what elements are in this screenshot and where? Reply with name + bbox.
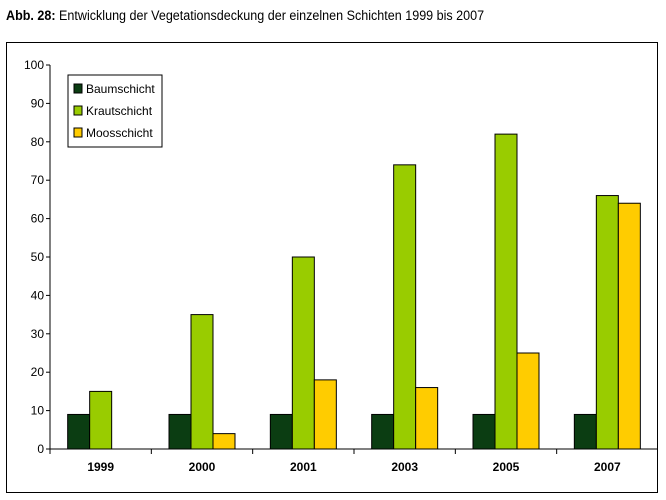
y-axis: 0 10 20 30 40 50 60 70 80 90 100 [24, 58, 51, 456]
y-tick-label: 100 [24, 58, 44, 72]
x-tick-label: 2003 [391, 460, 418, 474]
figure-label: Abb. 28: [6, 8, 56, 23]
bar-baumschicht [67, 413, 91, 450]
bar-baumschicht [371, 413, 395, 450]
bar-krautschicht [393, 164, 417, 450]
bar-baumschicht [573, 413, 597, 450]
y-tick-label: 30 [31, 327, 45, 341]
chart-frame: 0 10 20 30 40 50 60 70 80 90 100 1999 2000 2001 2003 2… [6, 42, 659, 493]
bar-moosschicht [212, 433, 236, 450]
x-tick-label: 2007 [594, 460, 621, 474]
bar-krautschicht [595, 195, 619, 450]
bar-krautschicht [494, 133, 518, 450]
bar-moosschicht [617, 202, 641, 450]
bar-moosschicht [415, 387, 439, 450]
y-tick-label: 60 [31, 212, 45, 226]
bar-krautschicht [89, 390, 113, 450]
x-axis: 1999 2000 2001 2003 2005 2007 [49, 448, 659, 474]
x-tick-label: 1999 [87, 460, 114, 474]
legend: Baumschicht Krautschicht Moosschicht [67, 74, 163, 148]
y-tick-label: 80 [31, 135, 45, 149]
legend-swatch [73, 105, 83, 116]
y-tick-label: 50 [31, 250, 45, 264]
bar-krautschicht [291, 256, 315, 450]
bar-krautschicht [190, 314, 214, 450]
legend-box [67, 74, 163, 148]
y-tick-label: 40 [31, 288, 45, 302]
y-tick-label: 70 [31, 173, 45, 187]
bar-baumschicht [472, 413, 496, 450]
y-tick-label: 0 [37, 442, 44, 456]
figure-caption: Abb. 28: Entwicklung der Vegetationsdeck… [6, 8, 484, 23]
legend-label: Moosschicht [86, 126, 153, 140]
figure-title: Entwicklung der Vegetationsdeckung der e… [59, 8, 485, 23]
y-tick-label: 20 [31, 365, 45, 379]
bars [67, 133, 641, 450]
legend-label: Krautschicht [86, 104, 153, 118]
bar-baumschicht [168, 413, 192, 450]
legend-label: Baumschicht [86, 82, 155, 96]
bar-chart: 0 10 20 30 40 50 60 70 80 90 100 1999 2000 2001 2003 2… [24, 58, 659, 474]
x-tick-label: 2005 [493, 460, 520, 474]
y-tick-label: 90 [31, 96, 45, 110]
bar-moosschicht [313, 379, 337, 450]
y-tick-label: 10 [31, 404, 45, 418]
x-tick-label: 2001 [290, 460, 317, 474]
bar-moosschicht [516, 352, 540, 450]
bar-baumschicht [269, 413, 293, 450]
x-tick-label: 2000 [189, 460, 216, 474]
legend-swatch [73, 127, 83, 138]
legend-swatch [73, 83, 83, 94]
